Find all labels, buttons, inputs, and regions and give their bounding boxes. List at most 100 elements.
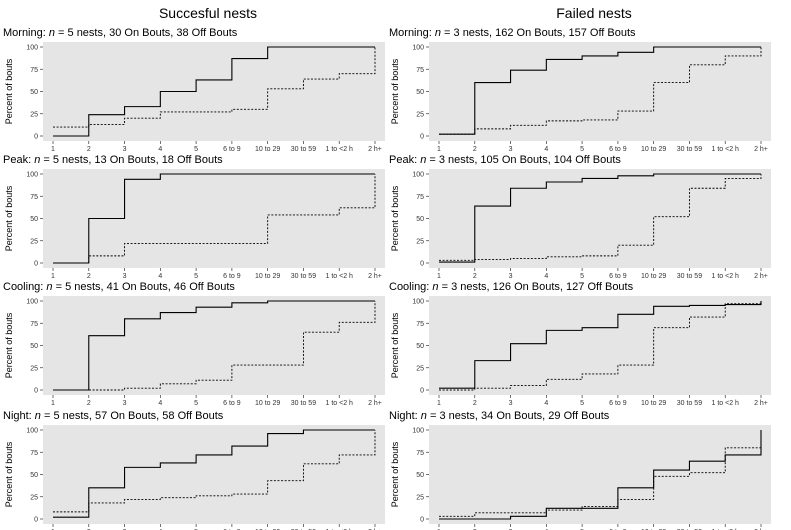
x-tick-label: 2 h+	[368, 146, 382, 153]
y-tick-label: 100	[412, 172, 424, 179]
x-tick-label: 1 to <2 h	[711, 146, 739, 153]
y-axis-label: Percent of bouts	[390, 312, 400, 378]
x-tick-label: 6 to 9	[609, 273, 627, 280]
y-tick-label: 25	[416, 238, 424, 245]
y-tick-label: 25	[30, 238, 38, 245]
x-tick-label: 5	[194, 400, 198, 407]
x-tick-label: 30 to 59	[291, 273, 316, 280]
y-tick-label: 25	[416, 111, 424, 118]
panel-background	[43, 296, 385, 395]
y-tick-label: 50	[30, 472, 38, 479]
y-tick-label: 100	[412, 299, 424, 306]
series-line-on-bouts	[439, 46, 761, 135]
y-tick-label: 0	[34, 388, 38, 395]
x-tick-label: 2 h+	[368, 273, 382, 280]
x-tick-label: 3	[123, 273, 127, 280]
y-tick-label: 0	[420, 134, 424, 141]
x-tick-label: 2	[87, 146, 91, 153]
y-tick-label: 75	[416, 450, 424, 457]
y-axis-label: Percent of bouts	[4, 312, 14, 378]
chart-panel: Cooling: n = 3 nests, 126 On Bouts, 127 …	[389, 281, 771, 407]
x-tick-label: 1	[51, 400, 55, 407]
x-tick-label: 3	[123, 400, 127, 407]
x-tick-label: 4	[158, 273, 162, 280]
x-tick-label: 5	[194, 146, 198, 153]
y-tick-label: 75	[416, 321, 424, 328]
x-tick-label: 5	[580, 400, 584, 407]
y-tick-label: 25	[30, 494, 38, 501]
panel-title: Night: n = 3 nests, 34 On Bouts, 29 Off …	[389, 410, 610, 422]
y-tick-label: 100	[26, 172, 38, 179]
x-tick-label: 1 to <2 h	[325, 400, 353, 407]
x-tick-label: 1	[437, 400, 441, 407]
x-tick-label: 1 to <2 h	[325, 146, 353, 153]
chart-panel: Morning: n = 3 nests, 162 On Bouts, 157 …	[389, 27, 771, 153]
x-tick-label: 4	[544, 400, 548, 407]
chart-panel: Peak: n = 5 nests, 13 On Bouts, 18 Off B…	[3, 154, 385, 280]
y-tick-label: 75	[30, 194, 38, 201]
series-line-off-bouts	[439, 174, 762, 261]
chart-panel: Night: n = 5 nests, 57 On Bouts, 58 Off …	[3, 410, 385, 530]
column-title-successful: Succesful nests	[159, 5, 257, 21]
x-tick-label: 2 h+	[368, 400, 382, 407]
chart-panel: Peak: n = 3 nests, 105 On Bouts, 104 Off…	[389, 154, 771, 280]
x-tick-label: 4	[158, 400, 162, 407]
x-tick-label: 1	[437, 273, 441, 280]
series-line-off-bouts	[53, 174, 376, 264]
y-tick-label: 100	[412, 428, 424, 435]
y-tick-label: 0	[420, 261, 424, 268]
x-tick-label: 10 to 29	[255, 400, 280, 407]
x-tick-label: 1 to <2 h	[711, 273, 739, 280]
y-axis-label: Percent of bouts	[4, 185, 14, 251]
y-tick-label: 25	[416, 365, 424, 372]
x-tick-label: 6 to 9	[223, 146, 241, 153]
y-tick-label: 50	[30, 89, 38, 96]
x-tick-label: 30 to 59	[677, 400, 702, 407]
panel-background	[43, 42, 385, 141]
panel-title: Morning: n = 3 nests, 162 On Bouts, 157 …	[389, 27, 636, 39]
x-tick-label: 5	[580, 146, 584, 153]
y-tick-label: 50	[416, 472, 424, 479]
x-tick-label: 3	[509, 146, 513, 153]
y-axis-label: Percent of bouts	[390, 185, 400, 251]
y-tick-label: 50	[416, 343, 424, 350]
y-tick-label: 100	[26, 45, 38, 52]
series-line-off-bouts	[53, 301, 376, 391]
x-tick-label: 3	[509, 273, 513, 280]
panel-title: Morning: n = 5 nests, 30 On Bouts, 38 Of…	[3, 27, 238, 39]
x-tick-label: 1	[51, 146, 55, 153]
x-tick-label: 6 to 9	[223, 400, 241, 407]
y-axis-label: Percent of bouts	[4, 441, 14, 507]
y-tick-label: 0	[34, 261, 38, 268]
x-tick-label: 10 to 29	[641, 400, 666, 407]
y-tick-label: 50	[30, 343, 38, 350]
y-tick-label: 75	[30, 321, 38, 328]
panel-background	[429, 296, 771, 395]
series-line-off-bouts	[53, 47, 376, 128]
x-tick-label: 10 to 29	[641, 146, 666, 153]
x-tick-label: 2	[473, 273, 477, 280]
y-tick-label: 25	[30, 111, 38, 118]
x-tick-label: 2	[87, 273, 91, 280]
column-title-failed: Failed nests	[556, 5, 631, 21]
panel-title: Peak: n = 3 nests, 105 On Bouts, 104 Off…	[389, 154, 621, 166]
series-line-off-bouts	[439, 47, 762, 135]
y-tick-label: 75	[416, 67, 424, 74]
y-tick-label: 0	[420, 388, 424, 395]
y-tick-label: 0	[420, 517, 424, 524]
x-tick-label: 3	[123, 146, 127, 153]
y-tick-label: 100	[26, 299, 38, 306]
x-tick-label: 4	[544, 273, 548, 280]
x-tick-label: 1	[437, 146, 441, 153]
panel-background	[429, 42, 771, 141]
series-line-off-bouts	[53, 430, 376, 513]
chart-panel: Night: n = 3 nests, 34 On Bouts, 29 Off …	[389, 410, 771, 530]
x-tick-label: 4	[158, 146, 162, 153]
x-tick-label: 30 to 59	[291, 146, 316, 153]
series-line-on-bouts	[53, 300, 375, 391]
y-tick-label: 75	[30, 67, 38, 74]
panel-title: Cooling: n = 3 nests, 126 On Bouts, 127 …	[389, 281, 634, 293]
x-tick-label: 6 to 9	[609, 400, 627, 407]
series-line-on-bouts	[53, 429, 375, 518]
panel-background	[429, 169, 771, 268]
